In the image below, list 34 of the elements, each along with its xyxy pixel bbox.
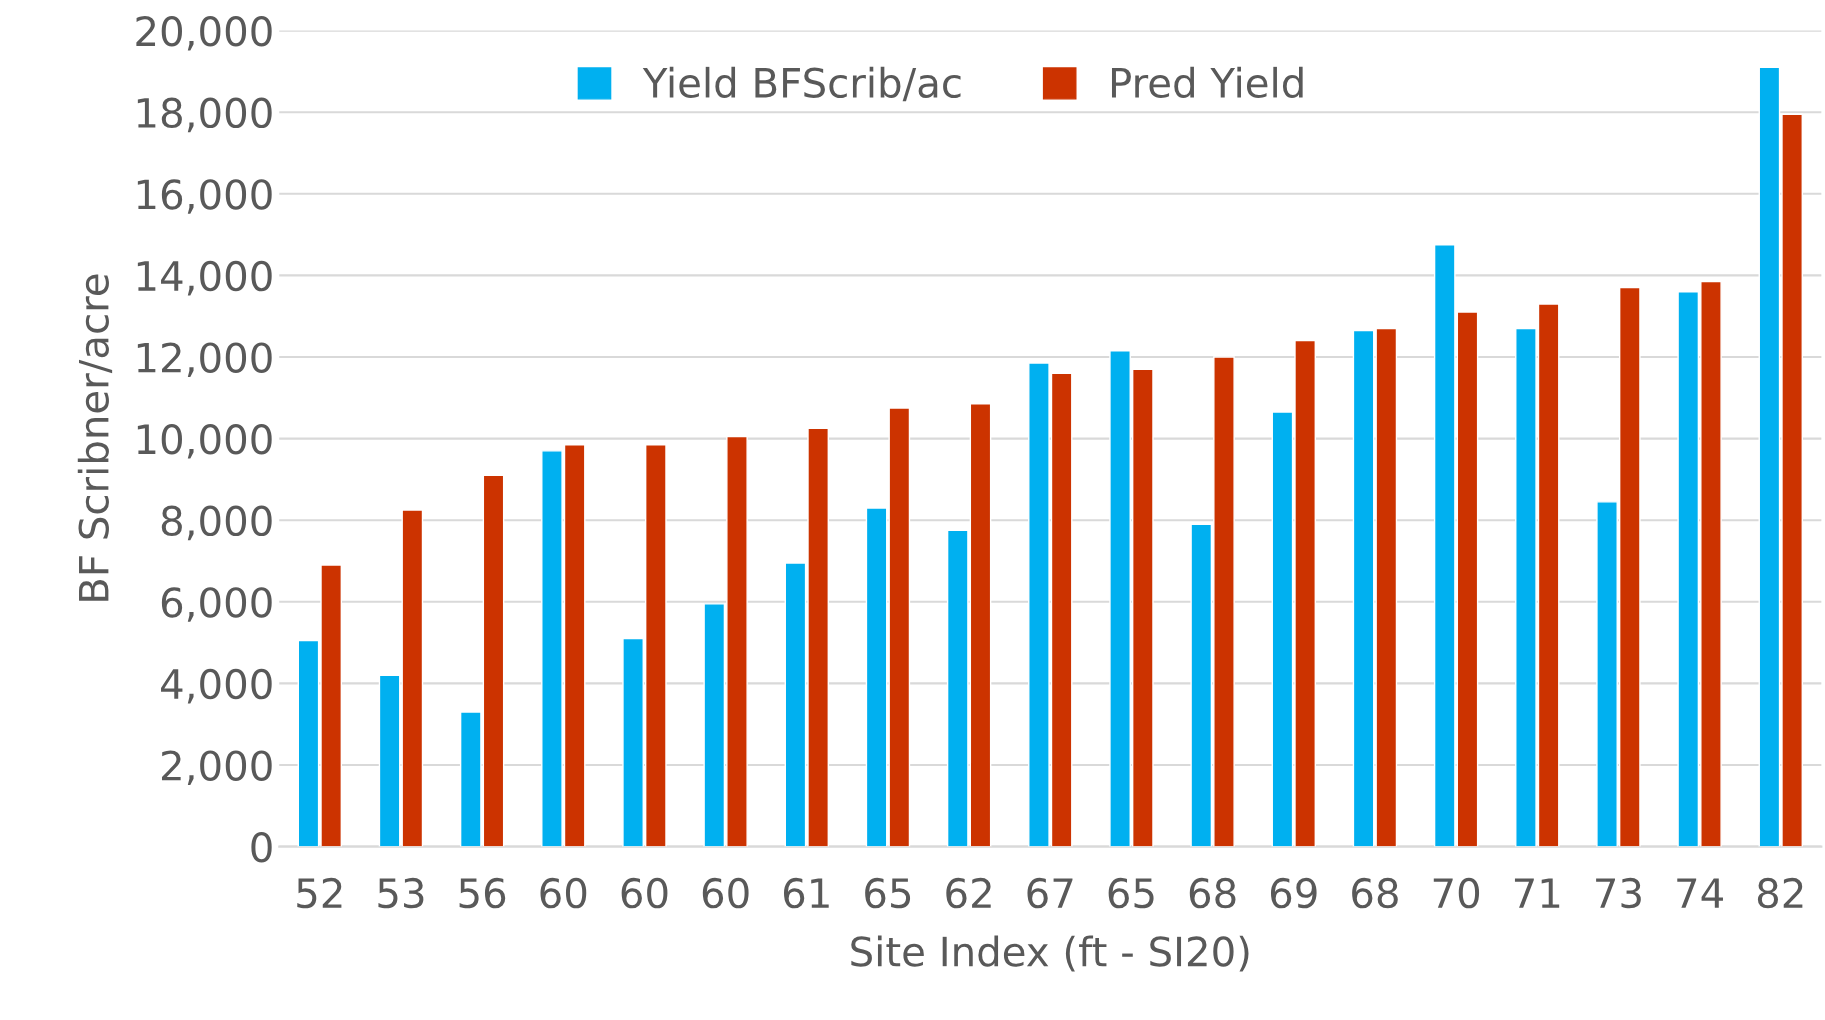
x-tick-label: 74 (1677, 878, 1723, 908)
x-tick-label: 60 (621, 877, 668, 909)
x-tick-label: 53 (378, 877, 424, 909)
x-tick-label: 82 (1757, 877, 1803, 909)
x-tick-label: 65 (1108, 877, 1154, 909)
x-tick-label: 67 (1027, 877, 1073, 909)
x-tick-label: 70 (1433, 877, 1480, 909)
y-tick-label: 18,000 (137, 97, 272, 133)
x-tick-label: 69 (1270, 877, 1317, 909)
y-tick-label: 12,000 (137, 342, 272, 377)
y-tick-label: 0 (251, 832, 272, 863)
y-tick-label: 2,000 (162, 750, 272, 785)
x-tick-label: 68 (1352, 877, 1398, 909)
x-tick-label: 65 (865, 877, 911, 909)
legend-label: Yield BFScrib/ac (642, 66, 961, 102)
x-tick-label: 56 (459, 877, 506, 909)
x-tick-label: 71 (1514, 878, 1560, 908)
y-tick-label: 10,000 (137, 424, 272, 459)
x-tick-label: 60 (540, 877, 587, 909)
x-tick-label: 60 (702, 877, 749, 909)
x-axis-title: Site Index (ft - SI20) (851, 935, 1249, 972)
x-tick-label: 62 (946, 877, 991, 909)
y-tick-label: 6,000 (161, 587, 272, 622)
y-tick-label: 8,000 (161, 505, 272, 541)
y-tick-label: 14,000 (137, 260, 272, 296)
y-tick-label: 20,000 (136, 16, 272, 51)
y-tick-label: 4,000 (161, 668, 272, 704)
legend-label: Pred Yield (1111, 66, 1303, 99)
x-tick-label: 68 (1189, 877, 1236, 909)
y-tick-label: 16,000 (137, 179, 272, 214)
y-axis-title: BF Scribner/acre (77, 274, 113, 601)
x-tick-label: 52 (297, 877, 342, 909)
x-tick-label: 61 (783, 877, 829, 909)
x-tick-label: 73 (1596, 877, 1641, 909)
